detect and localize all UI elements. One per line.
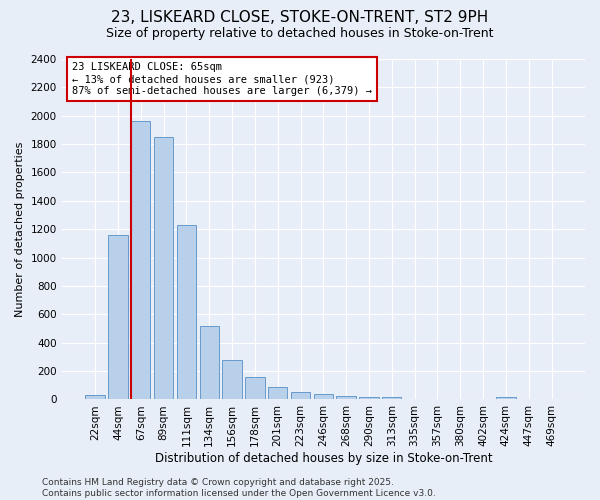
Text: Contains HM Land Registry data © Crown copyright and database right 2025.
Contai: Contains HM Land Registry data © Crown c…	[42, 478, 436, 498]
Bar	[85, 396, 105, 400]
Bar	[223, 360, 242, 400]
Bar	[108, 235, 128, 400]
Text: 23 LISKEARD CLOSE: 65sqm
← 13% of detached houses are smaller (923)
87% of semi-: 23 LISKEARD CLOSE: 65sqm ← 13% of detach…	[72, 62, 372, 96]
Bar	[131, 122, 151, 400]
Bar	[496, 397, 515, 400]
Text: 23, LISKEARD CLOSE, STOKE-ON-TRENT, ST2 9PH: 23, LISKEARD CLOSE, STOKE-ON-TRENT, ST2 …	[112, 10, 488, 25]
Bar	[268, 386, 287, 400]
Bar	[200, 326, 219, 400]
Bar	[382, 397, 401, 400]
Bar	[154, 137, 173, 400]
Bar	[337, 396, 356, 400]
Text: Size of property relative to detached houses in Stoke-on-Trent: Size of property relative to detached ho…	[106, 28, 494, 40]
Bar	[359, 397, 379, 400]
Bar	[291, 392, 310, 400]
Bar	[177, 225, 196, 400]
X-axis label: Distribution of detached houses by size in Stoke-on-Trent: Distribution of detached houses by size …	[155, 452, 492, 465]
Y-axis label: Number of detached properties: Number of detached properties	[15, 142, 25, 317]
Bar	[245, 377, 265, 400]
Bar	[314, 394, 333, 400]
